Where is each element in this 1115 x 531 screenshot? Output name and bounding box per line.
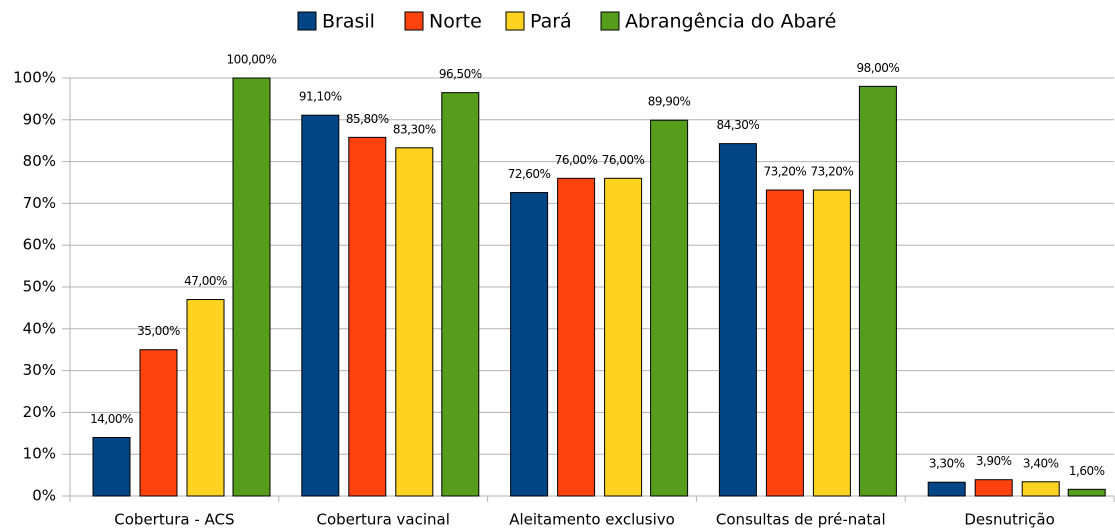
value-label: 96,50% [439,67,482,81]
legend-swatch [404,11,424,31]
value-label: 3,90% [976,454,1012,468]
bar [1067,488,1106,497]
bar [139,349,178,497]
bar [765,189,804,497]
value-label: 76,00% [602,153,645,167]
bar [301,114,340,497]
value-label: 14,00% [90,412,133,426]
value-label: 98,00% [857,61,900,75]
bar [974,479,1013,497]
value-label: 3,40% [1023,456,1059,470]
legend-label: Norte [429,11,482,33]
y-tick-label: 90% [23,110,56,128]
y-tick-label: 50% [23,278,56,296]
value-label: 85,80% [346,112,389,126]
y-tick-label: 60% [23,236,56,254]
value-label: 73,20% [764,165,807,179]
x-tick-label: Cobertura - ACS [114,511,234,529]
legend-label: Pará [530,11,572,33]
y-tick-label: 80% [23,152,56,170]
value-label: 72,60% [508,167,551,181]
bar [510,192,549,497]
bar [441,92,480,497]
value-label: 83,30% [393,122,436,136]
value-label: 3,30% [929,457,965,471]
value-label: 100,00% [227,53,277,67]
value-label: 76,00% [555,153,598,167]
x-tick-label: Aleitamento exclusivo [509,511,675,529]
value-label: 91,10% [299,90,342,104]
bar [927,481,966,497]
y-tick-label: 40% [23,319,56,337]
bar [557,177,596,497]
y-tick-label: 100% [13,69,56,87]
value-label: 47,00% [184,274,227,288]
bar [395,147,434,497]
value-label: 1,60% [1069,464,1105,478]
y-tick-label: 10% [23,445,56,463]
y-tick-label: 70% [23,194,56,212]
legend-swatch [600,11,620,31]
bar [186,299,225,497]
bar [718,143,757,497]
legend-swatch [297,11,317,31]
x-tick-label: Desnutrição [964,511,1054,529]
value-label: 35,00% [137,324,180,338]
bar [348,136,387,497]
y-tick-label: 0% [32,487,56,505]
value-label: 73,20% [811,165,854,179]
bar [812,189,851,497]
y-tick-label: 30% [23,361,56,379]
legend-label: Abrangência do Abaré [625,11,836,33]
x-tick-label: Cobertura vacinal [316,511,449,529]
bar [232,77,271,497]
value-label: 84,30% [717,118,760,132]
bar [650,119,689,497]
legend-label: Brasil [322,11,375,33]
value-label: 89,90% [648,95,691,109]
y-tick-label: 20% [23,403,56,421]
bar [604,177,643,497]
legend-swatch [505,11,525,31]
bar [858,85,897,497]
x-tick-label: Consultas de pré-natal [716,511,886,529]
bar [1021,481,1060,497]
bar [92,436,131,497]
